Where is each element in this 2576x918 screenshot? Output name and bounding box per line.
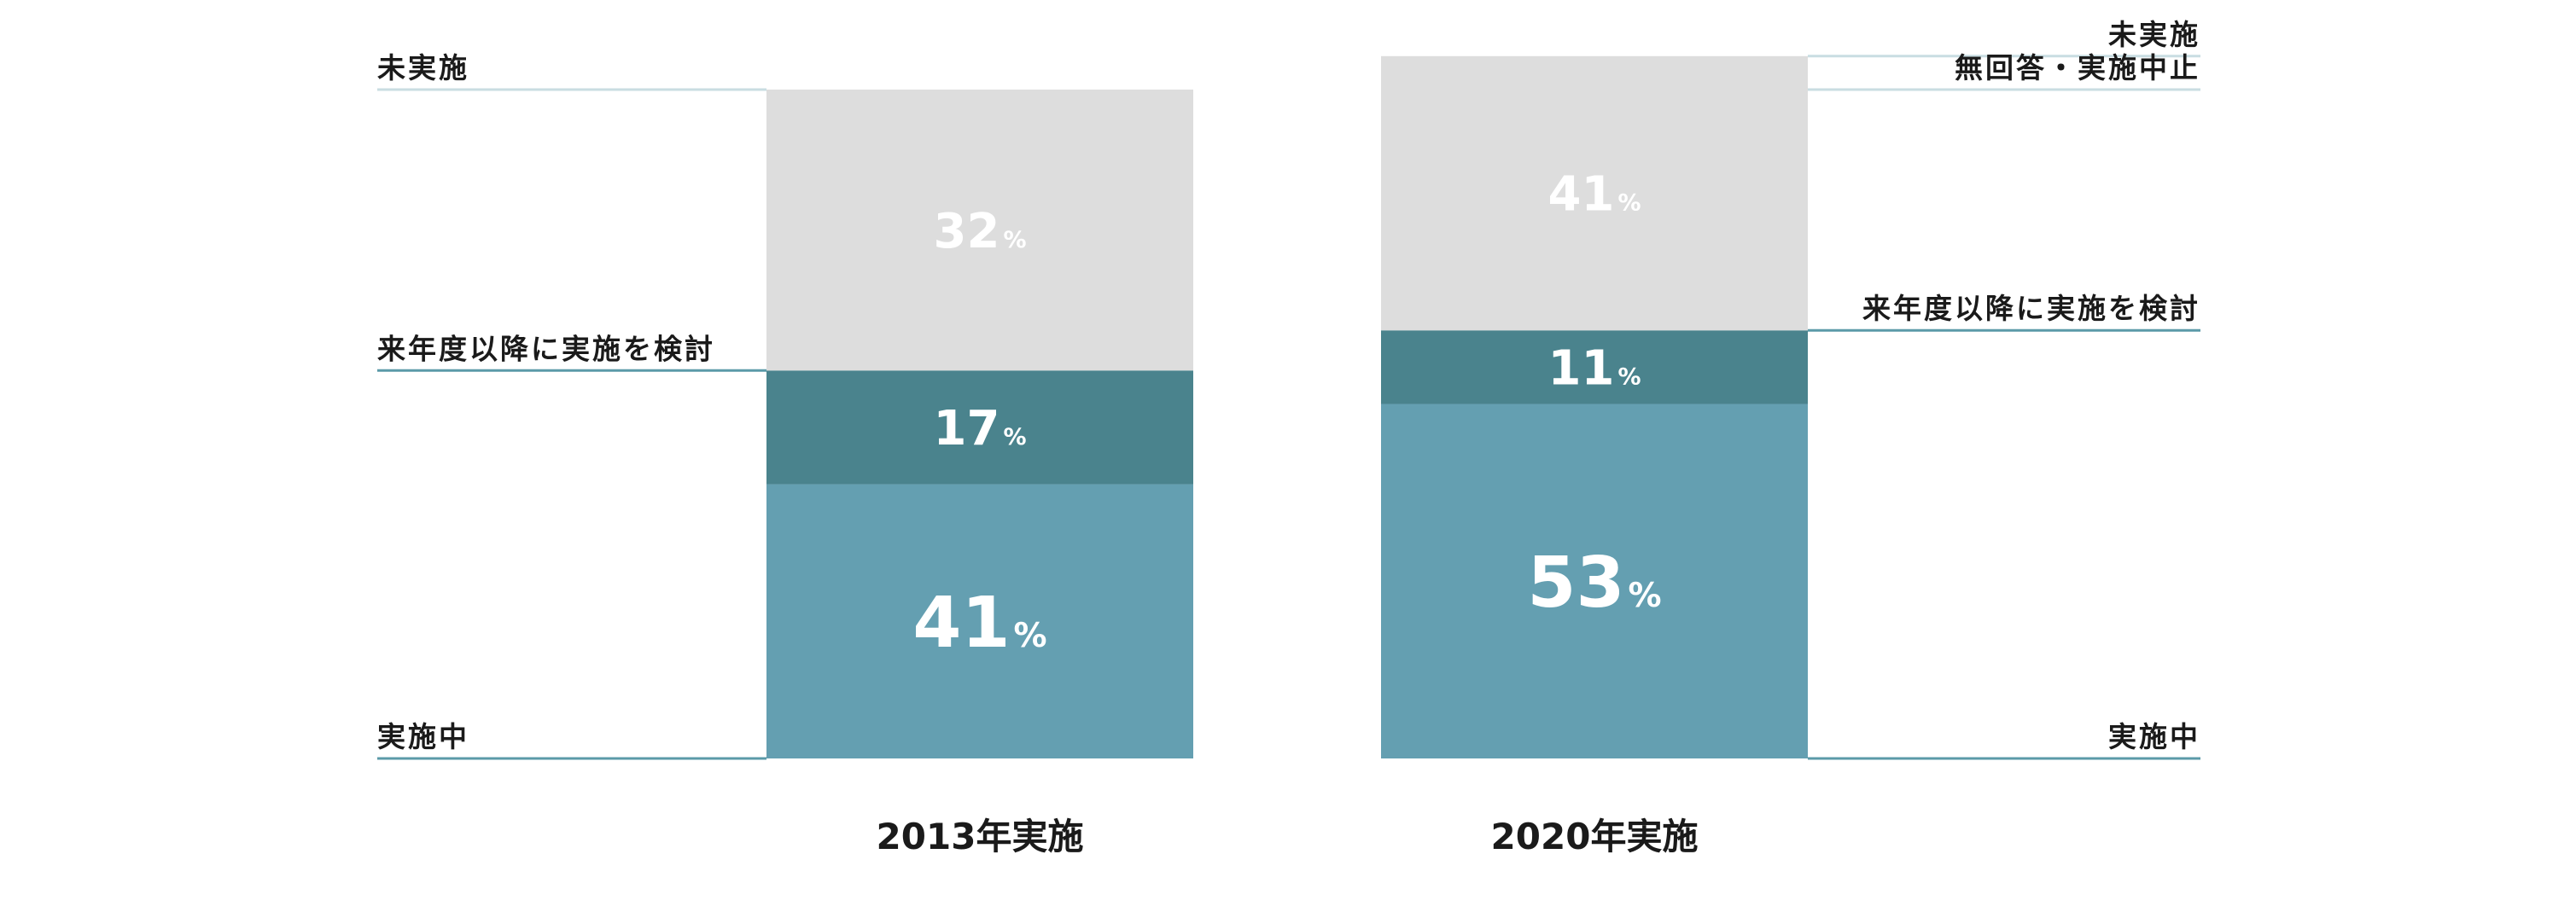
series-label-1-2: 未実施 xyxy=(2108,18,2200,51)
series-label-1-0: 実施中 xyxy=(2108,720,2200,753)
data-label-0-2: 32% xyxy=(934,204,1027,259)
series-label-1-1: 来年度以降に実施を検討 xyxy=(1862,292,2200,325)
data-label-1-0: 53% xyxy=(1527,543,1661,624)
bar-segment-0-1 xyxy=(766,370,1193,485)
category-label-0: 2013年実施 xyxy=(877,816,1084,857)
series-label-0-0: 実施中 xyxy=(377,720,469,753)
data-label-1-2: 41% xyxy=(1548,167,1641,223)
bar-segment-0-2 xyxy=(766,90,1193,371)
data-label-0-1: 17% xyxy=(934,401,1027,456)
data-label-1-1: 11% xyxy=(1548,341,1641,397)
series-label-1-3: 無回答・実施中止 xyxy=(1955,51,2200,84)
bar-segment-1-1 xyxy=(1381,330,1808,404)
data-label-0-0: 41% xyxy=(912,583,1046,664)
category-label-1: 2020年実施 xyxy=(1491,816,1699,857)
series-label-0-2: 未実施 xyxy=(377,51,469,84)
bar-segment-0-0 xyxy=(766,484,1193,758)
bar-segment-1-0 xyxy=(1381,404,1808,758)
series-label-0-1: 来年度以降に実施を検討 xyxy=(377,332,715,365)
bar-segment-1-2 xyxy=(1381,55,1808,331)
